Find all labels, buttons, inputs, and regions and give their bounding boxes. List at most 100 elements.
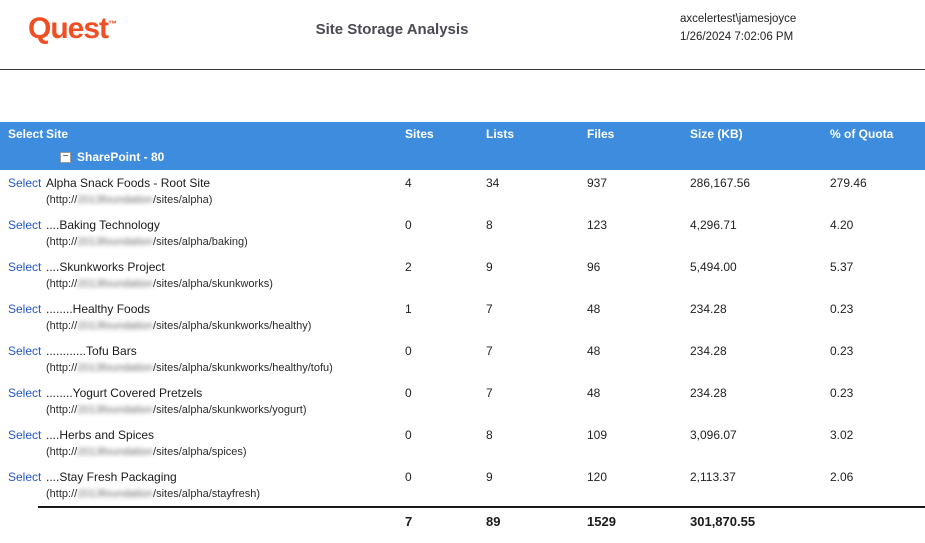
report-timestamp: 1/26/2024 7:02:06 PM (680, 30, 794, 43)
files-value: 48 (587, 344, 601, 358)
quota-value: 3.02 (830, 428, 854, 442)
size-value: 4,296.71 (690, 218, 737, 232)
lists-value: 8 (486, 428, 493, 442)
site-name: ........Yogurt Covered Pretzels (46, 386, 203, 400)
total-lists: 89 (486, 514, 501, 529)
select-link[interactable]: Select (8, 470, 42, 484)
redacted-host: 2013foundation (77, 194, 154, 206)
redacted-host: 2013foundation (77, 488, 154, 500)
size-value: 2,113.37 (690, 470, 736, 484)
size-value: 234.28 (690, 344, 727, 358)
total-size: 301,870.55 (690, 514, 756, 529)
lists-value: 7 (486, 302, 493, 316)
site-url: (http://2013foundation/sites/alpha) (46, 194, 213, 206)
sites-value: 0 (405, 218, 412, 232)
files-value: 120 (587, 470, 608, 484)
table-row: Select ............Tofu Bars (http://201… (0, 338, 925, 380)
quota-value: 0.23 (830, 386, 854, 400)
table-row: Select ....Baking Technology (http://201… (0, 212, 925, 254)
table-row: Select ....Herbs and Spices (http://2013… (0, 422, 925, 464)
sites-value: 1 (405, 302, 412, 316)
select-link[interactable]: Select (8, 176, 42, 190)
report-header: Quest™ Site Storage Analysis axcelertest… (0, 0, 925, 70)
files-value: 96 (587, 260, 601, 274)
quota-value: 2.06 (830, 470, 854, 484)
total-files: 1529 (587, 514, 616, 529)
col-header-quota: % of Quota (830, 127, 894, 141)
group-label: SharePoint - 80 (77, 150, 165, 164)
select-link[interactable]: Select (8, 428, 42, 442)
lists-value: 8 (486, 218, 493, 232)
collapse-icon[interactable]: − (60, 151, 71, 163)
report-meta: axcelertest\jamesjoyce 1/26/2024 7:02:06… (680, 11, 796, 47)
site-url: (http://2013foundation/sites/alpha/skunk… (46, 362, 333, 374)
sites-value: 4 (405, 176, 412, 190)
table-row: Select Alpha Snack Foods - Root Site (ht… (0, 170, 925, 212)
table-row: Select ....Stay Fresh Packaging (http://… (0, 464, 925, 506)
site-name: ............Tofu Bars (46, 344, 137, 358)
files-value: 48 (587, 386, 601, 400)
col-header-sites: Sites (405, 127, 434, 141)
size-value: 3,096.07 (690, 428, 737, 442)
site-url: (http://2013foundation/sites/alpha/skunk… (46, 404, 307, 416)
redacted-host: 2013foundation (77, 236, 154, 248)
site-url: (http://2013foundation/sites/alpha/spice… (46, 446, 247, 458)
files-value: 48 (587, 302, 601, 316)
quota-value: 279.46 (830, 176, 867, 190)
quest-logo: Quest™ (28, 12, 118, 45)
redacted-host: 2013foundation (77, 278, 154, 290)
lists-value: 9 (486, 260, 493, 274)
select-link[interactable]: Select (8, 344, 42, 358)
select-link[interactable]: Select (8, 218, 42, 232)
redacted-host: 2013foundation (77, 320, 154, 332)
sites-value: 2 (405, 260, 412, 274)
totals-row: 7 89 1529 301,870.55 (38, 506, 925, 535)
sites-value: 0 (405, 386, 412, 400)
quota-value: 4.20 (830, 218, 854, 232)
size-value: 5,494.00 (690, 260, 737, 274)
site-name: Alpha Snack Foods - Root Site (46, 176, 211, 190)
files-value: 937 (587, 176, 608, 190)
size-value: 286,167.56 (690, 176, 751, 190)
select-link[interactable]: Select (8, 260, 42, 274)
redacted-host: 2013foundation (77, 404, 154, 416)
size-value: 234.28 (690, 386, 727, 400)
site-url: (http://2013foundation/sites/alpha/bakin… (46, 236, 248, 248)
site-url: (http://2013foundation/sites/alpha/skunk… (46, 278, 273, 290)
sites-value: 0 (405, 344, 412, 358)
trademark-mark: ™ (108, 19, 118, 29)
site-name: ....Stay Fresh Packaging (46, 470, 177, 484)
page-title: Site Storage Analysis (315, 21, 469, 38)
lists-value: 7 (486, 386, 493, 400)
site-url: (http://2013foundation/sites/alpha/stayf… (46, 488, 261, 500)
select-link[interactable]: Select (8, 302, 42, 316)
site-name: ........Healthy Foods (46, 302, 151, 316)
site-name: ....Skunkworks Project (46, 260, 165, 274)
col-header-select: Select (8, 127, 44, 141)
lists-value: 9 (486, 470, 493, 484)
lists-value: 34 (486, 176, 500, 190)
size-value: 234.28 (690, 302, 727, 316)
storage-report-table: Select Site Sites Lists Files Size (KB) … (0, 122, 925, 535)
table-row: Select ........Yogurt Covered Pretzels (… (0, 380, 925, 422)
quota-value: 0.23 (830, 302, 854, 316)
redacted-host: 2013foundation (77, 362, 154, 374)
select-link[interactable]: Select (8, 386, 42, 400)
site-name: ....Baking Technology (46, 218, 160, 232)
total-sites: 7 (405, 514, 413, 529)
site-name: ....Herbs and Spices (46, 428, 155, 442)
files-value: 109 (587, 428, 608, 442)
sites-value: 0 (405, 428, 412, 442)
quota-value: 0.23 (830, 344, 854, 358)
lists-value: 7 (486, 344, 493, 358)
col-header-lists: Lists (486, 127, 515, 141)
table-row: Select ........Healthy Foods (http://201… (0, 296, 925, 338)
user-name: axcelertest\jamesjoyce (680, 13, 797, 25)
table-header-row: Select Site Sites Lists Files Size (KB) … (0, 122, 925, 146)
redacted-host: 2013foundation (77, 446, 154, 458)
col-header-site: Site (46, 127, 69, 141)
sites-value: 0 (405, 470, 412, 484)
col-header-size: Size (KB) (690, 127, 743, 141)
site-url: (http://2013foundation/sites/alpha/skunk… (46, 320, 312, 332)
files-value: 123 (587, 218, 608, 232)
